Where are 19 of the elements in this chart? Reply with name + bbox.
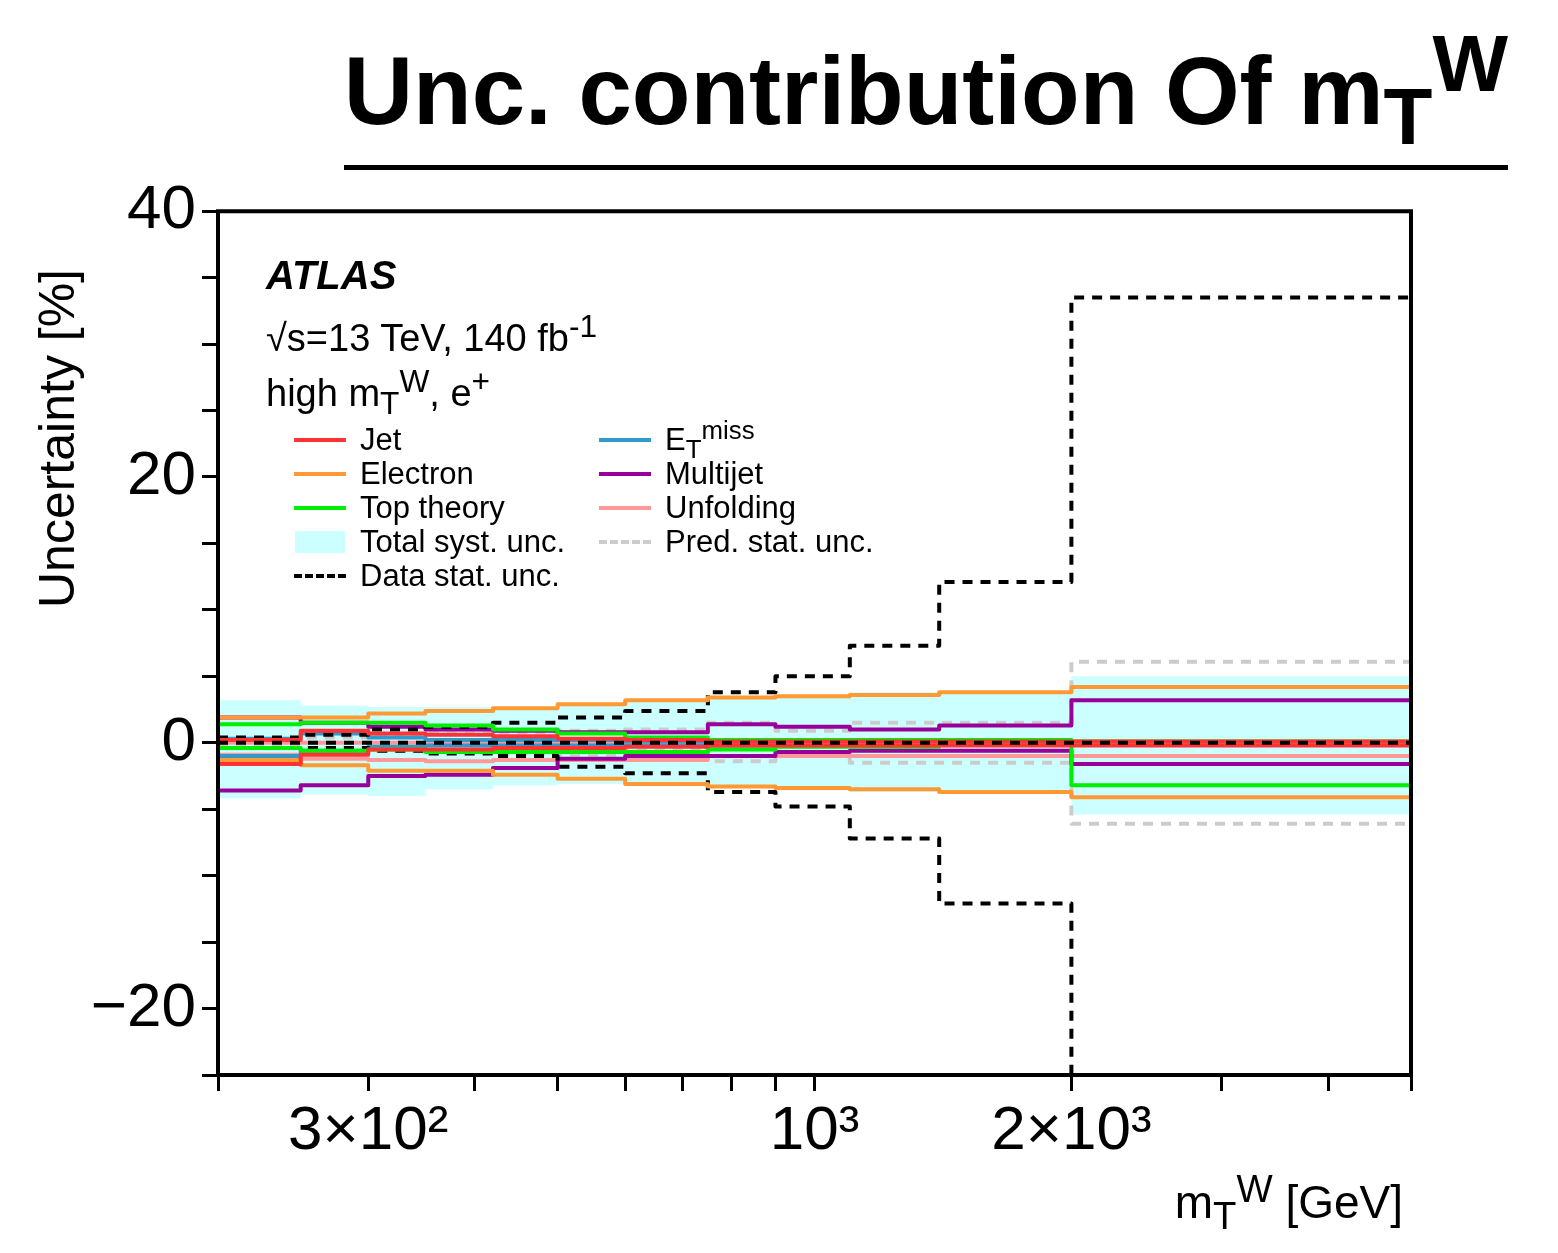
y-axis-title: Uncertainty [%]: [28, 268, 86, 608]
x-axis-title: m$_{T}$$^{W}$ [GeV]: [1174, 1167, 1403, 1237]
annotation: √s=13 TeV, 140 fb$^{-1}$: [266, 308, 598, 360]
legend-label: Top theory: [360, 490, 505, 526]
y-tick-label: 0: [161, 703, 196, 773]
legend-label: Data stat. unc.: [360, 558, 560, 594]
y-tick-label: 20: [127, 438, 196, 508]
x-tick-label: 3×10²: [288, 1093, 449, 1163]
legend-label: Pred. stat. unc.: [665, 524, 874, 560]
x-tick-label: 10³: [769, 1093, 860, 1163]
y-tick-label: −20: [90, 969, 196, 1039]
x-tick-label: 2×10³: [991, 1093, 1152, 1163]
annotation: ATLAS: [266, 253, 397, 298]
legend-label: Unfolding: [665, 490, 797, 526]
annotation: high m$_{T}$$^{W}$, e$^{+}$: [266, 363, 491, 423]
legend-label: Electron: [360, 456, 474, 492]
y-tick-label: 40: [127, 172, 196, 242]
legend-label: Jet: [360, 422, 402, 458]
legend-label: Total syst. unc.: [360, 524, 566, 560]
